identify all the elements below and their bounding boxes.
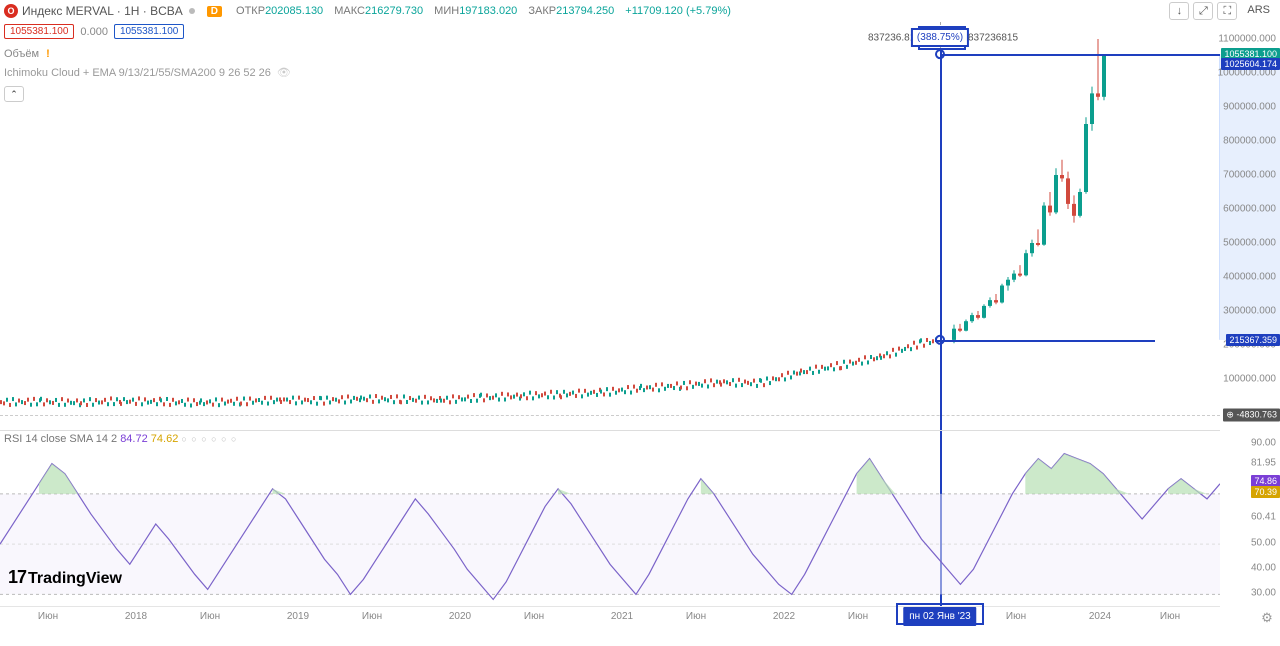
rsi-ylabel: 60.41 [1251, 511, 1276, 522]
yaxis-label: 1100000.000 [1218, 34, 1276, 45]
xaxis-label: Июн [1160, 611, 1180, 622]
xaxis-label: 2024 [1089, 611, 1111, 622]
header-controls: ↓ ⤢ ⛶ ARS [1169, 2, 1276, 20]
xaxis-label: Июн [686, 611, 706, 622]
rsi-ylabel: 50.00 [1251, 538, 1276, 549]
rsi-yaxis[interactable]: 90.00 81.95 60.41 50.00 40.00 30.00 74.8670.39 [1220, 430, 1280, 606]
xaxis-label: 2019 [287, 611, 309, 622]
settings-gear-icon[interactable]: ⚙ [1258, 610, 1276, 628]
ohlc-readout: ОТКР202085.130 МАКС216279.730 МИН197183.… [236, 5, 739, 17]
rsi-ylabel: 90.00 [1251, 437, 1276, 448]
rsi-value-1: 84.72 [120, 433, 148, 445]
xaxis-label: Июн [38, 611, 58, 622]
yaxis-label: 800000.000 [1223, 136, 1276, 147]
rsi-ylabel: 81.95 [1251, 457, 1276, 468]
rsi-chart [0, 431, 1220, 607]
measurement-top-line [940, 54, 1220, 56]
xaxis-label: Июн [524, 611, 544, 622]
xaxis-label: 2018 [125, 611, 147, 622]
yaxis-label: 300000.000 [1223, 306, 1276, 317]
measurement-percent: (388.75%) [911, 28, 969, 47]
header-bar: О Индекс MERVAL · 1Н · BCBA D ОТКР202085… [0, 0, 1280, 22]
tradingview-logo: 17TradingView [8, 567, 122, 588]
crosshair-date-box [896, 603, 984, 625]
rsi-header: RSI 14 close SMA 14 2 84.72 74.62 ○ ○ ○ … [4, 433, 238, 445]
yaxis-label: 900000.000 [1223, 102, 1276, 113]
currency-label[interactable]: ARS [1241, 2, 1276, 20]
interval-badge[interactable]: D [207, 6, 222, 17]
xaxis-label: Июн [848, 611, 868, 622]
xaxis-label: 2022 [773, 611, 795, 622]
symbol-title[interactable]: Индекс MERVAL · 1Н · BCBA [22, 4, 183, 18]
yaxis-label: 700000.000 [1223, 170, 1276, 181]
yaxis-label: 600000.000 [1223, 204, 1276, 215]
rsi-tag: 74.86 [1251, 475, 1280, 487]
rsi-value-2: 74.62 [151, 433, 179, 445]
yaxis-label: 500000.000 [1223, 238, 1276, 249]
measurement-right-value: 837236815 [968, 33, 1018, 44]
price-chart[interactable] [0, 22, 1220, 430]
time-axis[interactable]: Июн 2018 Июн 2019 Июн 2020 Июн 2021 Июн 2022 Июн Ию… [0, 606, 1220, 630]
price-yaxis[interactable]: 1100000.0001000000.000900000.000800000.0… [1220, 22, 1280, 430]
price-tag: 215367.359 [1226, 334, 1280, 346]
rsi-settings-dots[interactable]: ○ ○ ○ ○ ○ ○ [181, 434, 237, 444]
xaxis-label: 2021 [611, 611, 633, 622]
rsi-label: RSI 14 close SMA 14 2 [4, 433, 117, 445]
yaxis-label: 100000.000 [1223, 374, 1276, 385]
rsi-tag: 70.39 [1251, 486, 1280, 498]
collapse-button[interactable]: ⤢ [1193, 2, 1213, 20]
yaxis-label: 400000.000 [1223, 272, 1276, 283]
price-tag: ⊕ -4830.763 [1223, 408, 1280, 421]
price-tag: 1025604.174 [1221, 58, 1280, 70]
zero-line [0, 415, 1220, 416]
xaxis-label: Июн [200, 611, 220, 622]
measurement-bottom-line [935, 340, 1155, 342]
rsi-ylabel: 30.00 [1251, 588, 1276, 599]
xaxis-label: Июн [1006, 611, 1026, 622]
rsi-ylabel: 40.00 [1251, 563, 1276, 574]
symbol-icon: О [4, 4, 18, 18]
rsi-pane[interactable]: RSI 14 close SMA 14 2 84.72 74.62 ○ ○ ○ … [0, 430, 1220, 606]
xaxis-label: Июн [362, 611, 382, 622]
snapshot-button[interactable]: ↓ [1169, 2, 1189, 20]
fullscreen-button[interactable]: ⛶ [1217, 2, 1237, 20]
price-range-highlight [1220, 54, 1280, 340]
xaxis-label: 2020 [449, 611, 471, 622]
status-dot [189, 8, 195, 14]
